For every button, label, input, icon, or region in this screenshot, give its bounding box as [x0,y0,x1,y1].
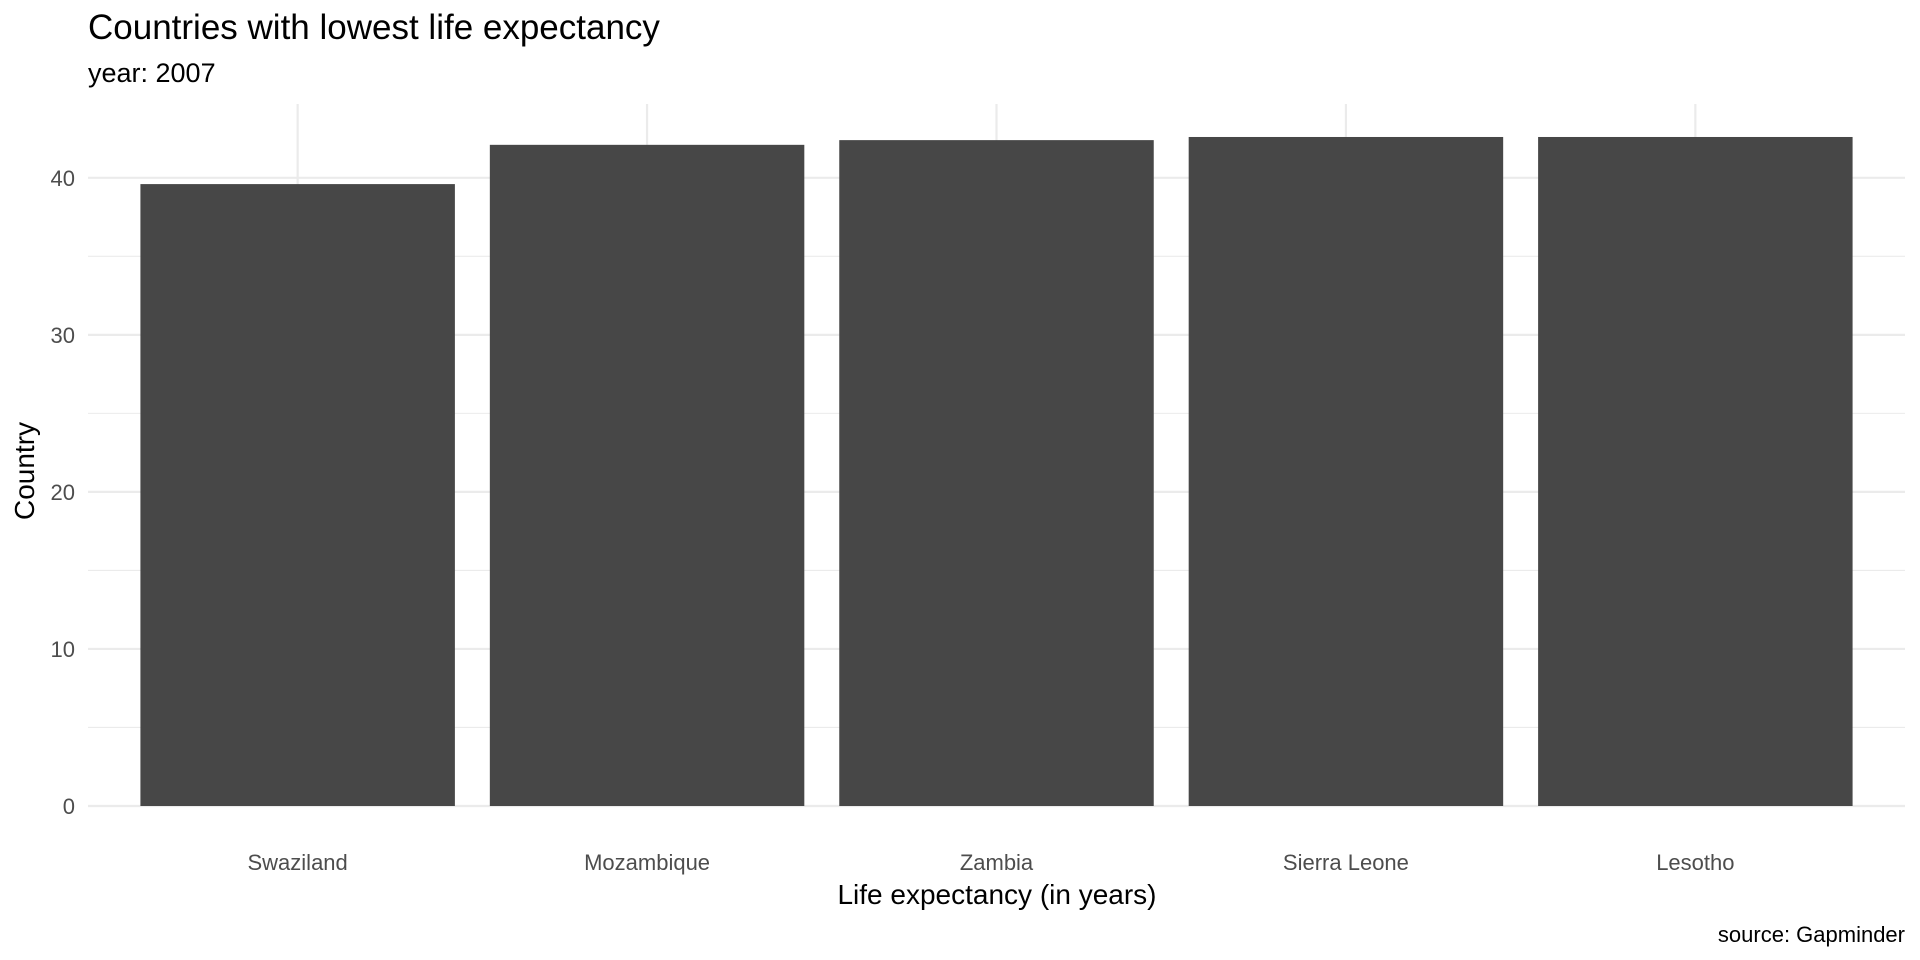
x-tick-label: Zambia [960,850,1034,875]
x-tick-label: Mozambique [584,850,710,875]
y-tick-label: 0 [63,794,75,819]
bar-zambia [839,140,1154,807]
chart-title: Countries with lowest life expectancy [88,8,660,47]
bar-lesotho [1538,136,1853,806]
x-tick-label: Lesotho [1656,850,1734,875]
chart-caption: source: Gapminder [1718,922,1905,947]
y-tick-label: 20 [51,480,75,505]
y-tick-label: 10 [51,637,75,662]
y-axis-title: Country [9,422,40,520]
y-tick-label: 30 [51,323,75,348]
y-axis-tick-labels: 0 10 20 30 40 [51,166,75,819]
chart-subtitle: year: 2007 [88,58,216,88]
x-tick-label: Swaziland [248,850,348,875]
bar-mozambique [489,144,805,806]
x-axis-tick-labels: Swaziland Mozambique Zambia Sierra Leone Les… [248,850,1735,875]
bar-sierra-leone [1188,136,1504,806]
x-tick-label: Sierra Leone [1283,850,1409,875]
bar-swaziland [140,184,455,806]
x-axis-title: Life expectancy (in years) [837,879,1156,910]
bars [140,136,1853,807]
y-tick-label: 40 [51,166,75,191]
